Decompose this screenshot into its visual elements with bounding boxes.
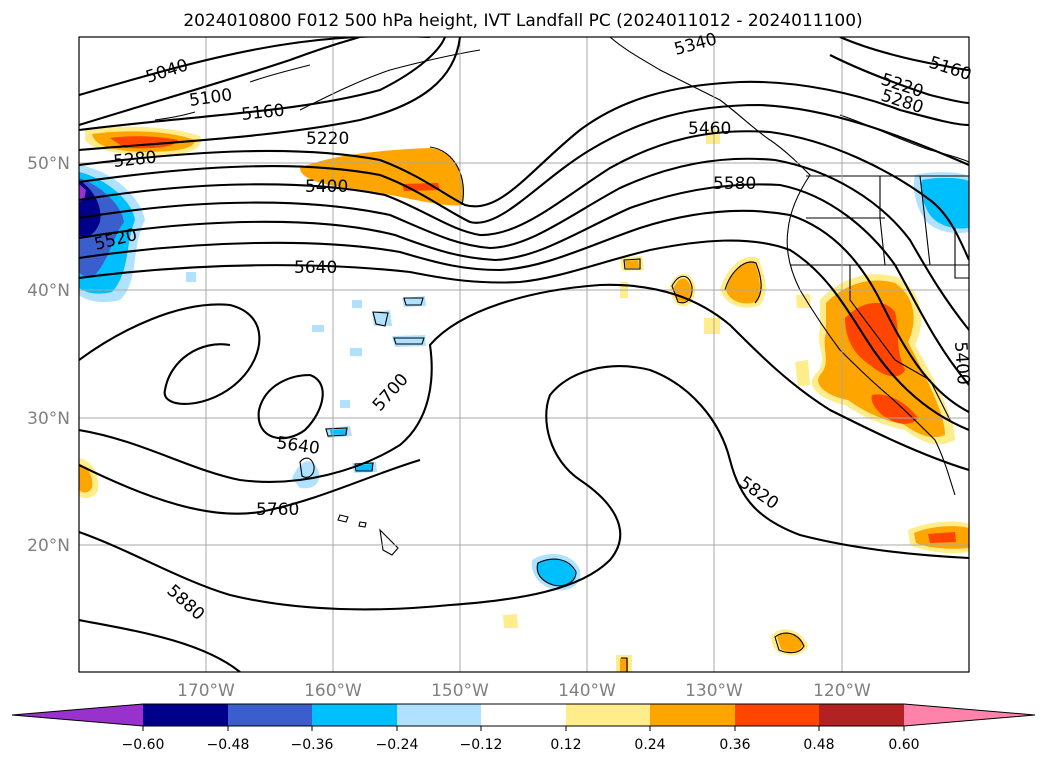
lat-tick-label: 40°N xyxy=(27,281,70,301)
colorbar-bin xyxy=(819,704,904,726)
colorbar-bin xyxy=(650,704,735,726)
colorbar-tick-label: −0.24 xyxy=(376,737,419,753)
ivt-positive-region xyxy=(795,360,810,386)
contour-label: 5400 xyxy=(305,177,348,197)
colorbar-bin xyxy=(481,704,566,726)
ivt-negative-region xyxy=(536,559,576,586)
lat-tick-label: 50°N xyxy=(27,154,70,174)
ivt-negative-extreme xyxy=(79,184,86,202)
lat-tick-label: 30°N xyxy=(27,409,70,429)
map-gridlines xyxy=(79,37,969,672)
ivt-positive-region xyxy=(796,294,811,308)
contour-label: 5400 xyxy=(950,341,973,386)
colorbar-bin xyxy=(397,704,481,726)
ivt-negative-region xyxy=(352,300,362,308)
colorbar-tick-label: 0.12 xyxy=(550,737,581,753)
colorbar-tick-label: −0.12 xyxy=(460,737,503,753)
ivt-positive-region xyxy=(620,658,628,672)
ivt-negative-region xyxy=(330,429,347,435)
ivt-negative-region xyxy=(392,335,426,347)
lon-tick-label: 170°W xyxy=(177,681,235,701)
colorbar-tick-label: 0.36 xyxy=(719,737,750,753)
colorbar-bin xyxy=(228,704,312,726)
lat-tick-label: 20°N xyxy=(27,536,70,556)
ivt-positive-core xyxy=(928,532,956,543)
map-frame xyxy=(78,36,970,673)
colorbar-bin xyxy=(143,704,228,726)
contour-label: 5760 xyxy=(256,500,299,520)
ivt-negative-region xyxy=(402,296,426,307)
ivt-negative-region xyxy=(340,400,350,408)
lon-tick-label: 120°W xyxy=(813,681,871,701)
longitude-labels: 170°W 160°W 150°W 140°W 130°W 120°W xyxy=(177,681,871,701)
ivt-negative-region xyxy=(921,177,969,229)
ivt-positive-region xyxy=(777,633,803,652)
colorbar-tick-label: −0.48 xyxy=(207,737,250,753)
colorbar-tick-label: 0.48 xyxy=(803,737,834,753)
ivt-positive-core xyxy=(871,394,918,424)
ivt-negative-region xyxy=(186,272,196,282)
colorbar-tick-label: 0.60 xyxy=(888,737,919,753)
coastlines xyxy=(154,37,969,672)
contour-label: 5460 xyxy=(688,119,731,139)
colorbar-tick-label: −0.36 xyxy=(291,737,334,753)
colorbar-tick-label: 0.24 xyxy=(634,737,665,753)
ivt-negative-region xyxy=(312,325,324,332)
latitude-labels: 50°N 40°N 30°N 20°N xyxy=(27,154,70,556)
contour-label: 5640 xyxy=(294,258,337,278)
figure-title: 2024010800 F012 500 hPa height, IVT Land… xyxy=(183,11,862,31)
colorbar-extend-low xyxy=(12,704,143,726)
colorbar-extend-high xyxy=(904,704,1035,726)
ivt-negative-region xyxy=(292,461,320,489)
map-panel: 5040 5100 5160 5220 5280 5340 5400 5460 … xyxy=(78,29,974,673)
ivt-positive-region xyxy=(625,260,639,268)
lon-tick-label: 140°W xyxy=(558,681,616,701)
ivt-positive-region xyxy=(503,614,518,628)
lon-tick-label: 150°W xyxy=(431,681,489,701)
colorbar-bin xyxy=(735,704,819,726)
lon-tick-label: 160°W xyxy=(304,681,362,701)
contour-label: 5280 xyxy=(112,148,157,172)
contour-label: 5160 xyxy=(240,101,285,125)
ivt-positive-region xyxy=(79,464,93,493)
ivt-negative-region xyxy=(350,348,362,356)
colorbar-tick-label: −0.60 xyxy=(122,737,165,753)
colorbar: −0.60 −0.48 −0.36 −0.24 −0.12 0.12 0.24 … xyxy=(11,703,1036,753)
contour-label: 5220 xyxy=(306,129,349,149)
ivt-positive-region xyxy=(704,318,720,334)
ivt-negative-region xyxy=(372,310,392,326)
contour-label: 5580 xyxy=(713,174,756,194)
colorbar-bin xyxy=(312,704,397,726)
height-contours xyxy=(79,37,969,672)
colorbar-bin xyxy=(566,704,650,726)
lon-tick-label: 130°W xyxy=(685,681,743,701)
